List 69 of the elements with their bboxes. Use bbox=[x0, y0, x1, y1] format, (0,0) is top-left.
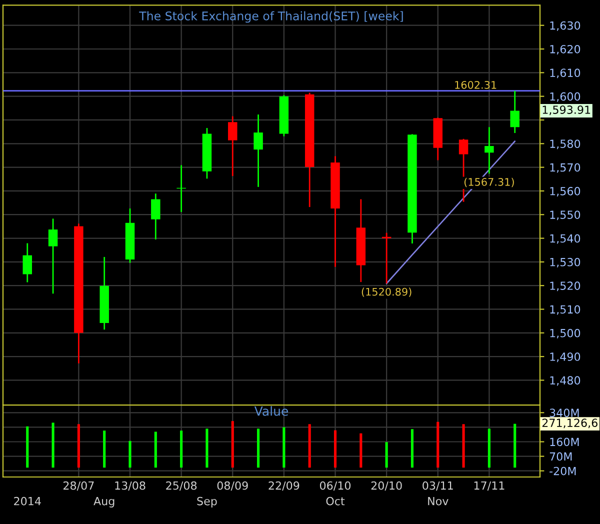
candlestick bbox=[484, 126, 494, 174]
x-tick-label: Nov bbox=[428, 497, 448, 506]
y-tick-label: 1,580 bbox=[550, 140, 580, 150]
x-tick-label: 20/10 bbox=[371, 481, 402, 491]
bar bbox=[180, 430, 183, 468]
y-tick-label: 1,530 bbox=[550, 258, 580, 268]
x-tick-label: 22/09 bbox=[268, 481, 300, 491]
y-tick-label: 1,500 bbox=[550, 328, 580, 338]
candlestick bbox=[151, 192, 160, 240]
bar bbox=[154, 432, 157, 468]
candlestick bbox=[228, 116, 238, 177]
text: 271,126,6 bbox=[542, 418, 598, 428]
y-tick-label: -20M bbox=[550, 466, 576, 476]
annotation: (1567.31) bbox=[464, 178, 514, 188]
y-tick-label: 1,560 bbox=[550, 186, 580, 196]
x-tick-label: 13/08 bbox=[115, 481, 146, 491]
bar bbox=[26, 426, 29, 468]
y-tick-label: 1,550 bbox=[550, 210, 580, 220]
bar bbox=[514, 424, 516, 468]
bar bbox=[360, 433, 362, 468]
chart-title: Value bbox=[254, 406, 288, 416]
y-tick-label: 1,480 bbox=[550, 376, 580, 386]
line-series bbox=[386, 140, 516, 284]
y-tick-label: 1,630 bbox=[550, 21, 580, 31]
bar bbox=[308, 424, 311, 468]
annotation: (1520.89) bbox=[362, 288, 412, 297]
y-tick-label: 1,520 bbox=[550, 282, 580, 292]
bar bbox=[257, 428, 260, 468]
bar bbox=[334, 430, 337, 468]
candlestick bbox=[510, 90, 520, 134]
x-tick-label: 25/08 bbox=[166, 481, 197, 491]
bar bbox=[52, 422, 54, 468]
y-tick-label: 340M bbox=[550, 408, 579, 418]
candlestick bbox=[382, 232, 392, 284]
x-tick-label: Sep bbox=[197, 496, 217, 508]
x-tick-label: 08/09 bbox=[217, 481, 248, 491]
candlestick bbox=[254, 114, 263, 188]
bar bbox=[282, 427, 286, 468]
bar bbox=[77, 424, 80, 468]
x-tick-label: Aug bbox=[94, 497, 114, 508]
y-tick-label: 1,510 bbox=[550, 305, 580, 315]
y-tick-label: 1,540 bbox=[550, 234, 580, 244]
ref-line-label: 1602.31 bbox=[455, 80, 496, 89]
x-tick-label: Oct bbox=[326, 496, 345, 506]
bar bbox=[231, 421, 234, 468]
x-tick-label: 17/11 bbox=[474, 482, 504, 491]
y-tick-label: 70M bbox=[550, 452, 572, 461]
y-tick-label: 1,490 bbox=[550, 352, 580, 362]
candlestick bbox=[48, 218, 58, 294]
bar bbox=[410, 429, 414, 468]
y-tick-label: 1,600 bbox=[550, 92, 580, 102]
chart-title: The Stock Exchange of Thailand(SET) [week] bbox=[139, 11, 403, 23]
y-tick-label: 1,570 bbox=[550, 163, 580, 173]
bar bbox=[488, 428, 490, 468]
bar bbox=[103, 430, 106, 468]
bar bbox=[385, 442, 388, 468]
bar bbox=[436, 422, 440, 468]
y-tick-label: 1,610 bbox=[550, 68, 580, 78]
bar bbox=[206, 428, 208, 468]
y-tick-label: 160M bbox=[550, 438, 579, 446]
y-tick-label: 1,620 bbox=[550, 44, 580, 55]
candlestick bbox=[22, 242, 32, 283]
text: 1,593.91 bbox=[542, 106, 590, 116]
bar bbox=[128, 440, 132, 468]
bar bbox=[462, 424, 465, 468]
x-tick-label: 03/11 bbox=[422, 481, 453, 491]
x-tick-label: 28/07 bbox=[63, 481, 94, 491]
x-tick-label: 2014 bbox=[14, 496, 41, 506]
x-tick-label: 06/10 bbox=[320, 481, 351, 491]
